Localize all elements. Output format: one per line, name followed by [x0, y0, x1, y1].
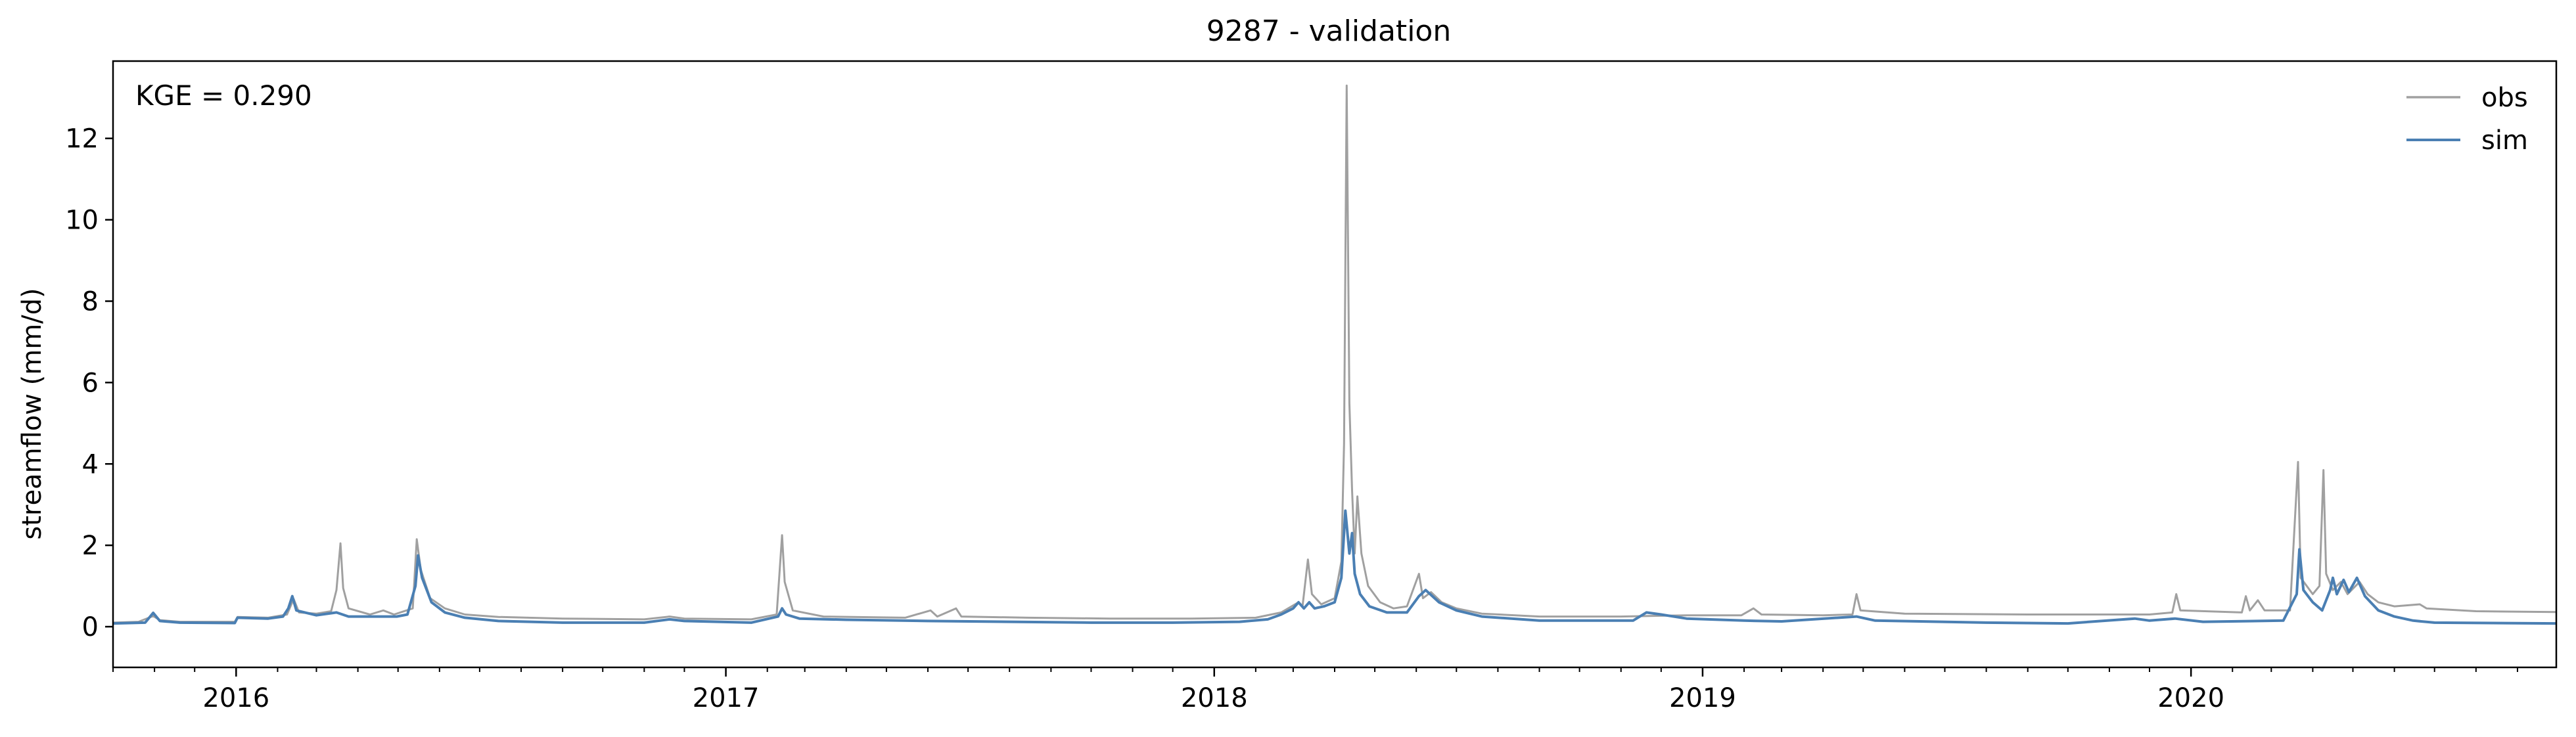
y-tick-label: 8	[82, 286, 99, 317]
x-tick-label: 2019	[1669, 683, 1736, 713]
x-tick-label: 2020	[2157, 683, 2224, 713]
plot-frame	[112, 60, 2558, 669]
legend-label-obs: obs	[2481, 83, 2528, 113]
x-tick-label: 2017	[693, 683, 760, 713]
series-line-obs	[113, 84, 2556, 624]
legend: obs sim	[2406, 83, 2528, 156]
y-tick-label: 0	[82, 612, 99, 642]
y-tick-label: 12	[65, 124, 99, 154]
chart-title: 9287 - validation	[1207, 14, 1451, 48]
y-tick-label: 2	[82, 531, 99, 561]
series-line-sim	[113, 509, 2556, 625]
x-tick-label: 2018	[1181, 683, 1248, 713]
y-tick-label: 4	[82, 449, 99, 480]
kge-annotation: KGE = 0.290	[135, 79, 312, 112]
y-axis-label: streamflow (mm/d)	[17, 288, 47, 539]
y-tick-label: 6	[82, 368, 99, 398]
x-tick-label: 2016	[202, 683, 269, 713]
series-lines	[113, 84, 2556, 625]
y-tick-label: 10	[65, 206, 99, 236]
legend-label-sim: sim	[2481, 125, 2528, 156]
axis-ticks: 0 2 4 6 8 10 12 2016 2017 2018 2019 2020	[65, 124, 2518, 713]
